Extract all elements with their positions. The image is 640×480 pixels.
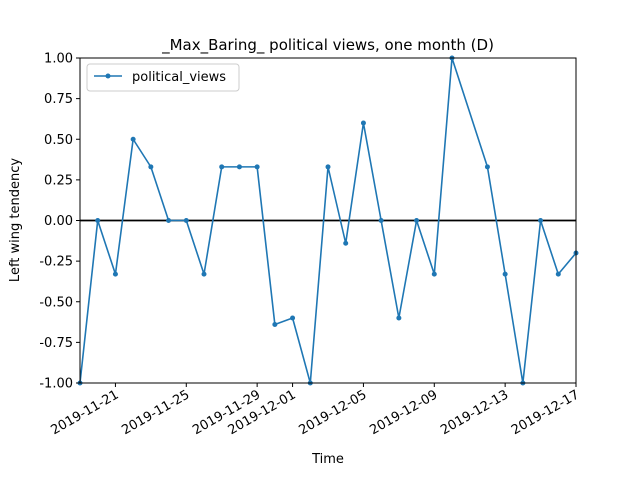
data-point [130, 136, 136, 142]
y-tick-label: 0.25 [44, 173, 73, 188]
data-point [183, 218, 189, 223]
x-tick-label: 2019-12-17 [509, 387, 582, 438]
data-point [290, 315, 296, 321]
x-tick-label: 2019-12-09 [367, 387, 440, 438]
data-point [484, 164, 490, 170]
y-tick-label: 0.50 [44, 133, 73, 148]
data-point [112, 271, 118, 277]
x-tick-label: 2019-11-21 [48, 387, 121, 438]
plot-area [77, 55, 579, 386]
y-axis: -1.00 -0.75 -0.50 -0.25 0.00 0.25 0.50 0.75 1.00 [39, 52, 80, 392]
data-point [236, 164, 242, 170]
y-tick-label: -0.25 [39, 255, 73, 270]
data-point [360, 120, 366, 126]
legend-label: political_views [132, 70, 226, 85]
x-axis-title: Time [311, 452, 344, 467]
legend-box [86, 63, 240, 92]
data-point [95, 218, 101, 223]
y-tick-label: -1.00 [39, 377, 73, 392]
y-tick-label: 0.75 [44, 92, 73, 107]
data-point [219, 164, 225, 170]
data-point [148, 164, 154, 170]
y-tick-label: 1.00 [44, 52, 73, 67]
data-point [414, 218, 420, 223]
legend: political_views [86, 63, 240, 92]
y-tick-label: -0.75 [39, 336, 73, 351]
x-axis: 2019-11-212019-11-252019-11-292019-12-01… [48, 383, 582, 438]
x-tick-label: 2019-11-25 [119, 387, 192, 438]
chart-title: _Max_Baring_ political views, one month … [161, 36, 494, 55]
y-tick-label: -0.50 [39, 295, 73, 310]
data-point [396, 315, 402, 321]
x-tick-label: 2019-12-05 [296, 387, 369, 438]
data-point [254, 164, 260, 170]
legend-marker-swatch [105, 73, 111, 79]
data-point [378, 218, 384, 223]
y-axis-title: Left wing tendency [8, 158, 23, 282]
data-point [555, 271, 561, 277]
data-point [431, 271, 437, 277]
data-point [538, 218, 544, 223]
data-point [343, 240, 349, 246]
data-point [502, 271, 508, 277]
series-line-political_views [79, 57, 577, 384]
x-tick-label: 2019-12-13 [438, 387, 511, 438]
data-point [201, 271, 207, 277]
data-point [272, 322, 278, 327]
y-tick-label: 0.00 [44, 214, 73, 229]
data-point [166, 218, 172, 223]
data-point [325, 164, 331, 170]
